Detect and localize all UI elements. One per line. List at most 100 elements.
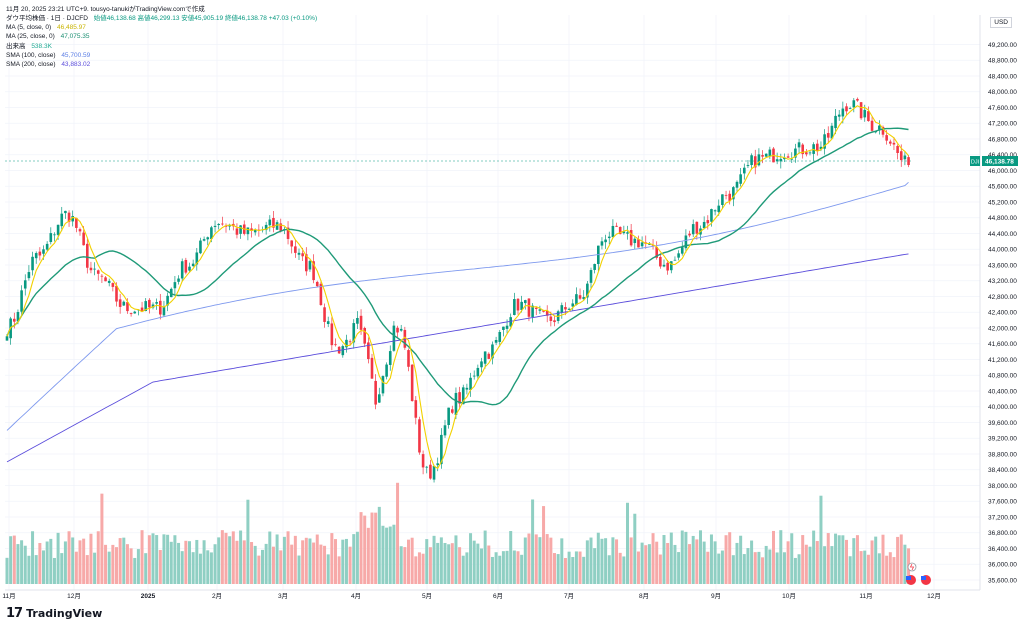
price-tick-label: 41,600.00 xyxy=(988,341,1017,348)
volume-bar xyxy=(615,539,619,584)
candle-body xyxy=(414,400,418,418)
legend-ma5-row[interactable]: MA (5, close, 0) 46,485.97 xyxy=(6,23,317,32)
candle-body xyxy=(89,267,93,271)
candle-body xyxy=(823,134,826,149)
volume-bar xyxy=(436,542,440,584)
volume-bar xyxy=(129,548,133,584)
candle-body xyxy=(129,313,133,315)
candle-body xyxy=(235,228,239,235)
candle-body xyxy=(476,367,480,377)
candle-body xyxy=(615,225,618,227)
volume-bar xyxy=(315,534,319,584)
volume-bar xyxy=(173,535,177,584)
volume-bar xyxy=(93,552,97,584)
volume-bar xyxy=(845,539,848,584)
candle-body xyxy=(626,232,629,234)
price-tick-label: 42,800.00 xyxy=(988,294,1017,301)
event-markers[interactable] xyxy=(906,562,931,585)
legend-symbol[interactable]: ダウ平均株価 · 1日 · DJCFD xyxy=(6,15,88,22)
legend-sma200-row[interactable]: SMA (200, close) 43,883.02 xyxy=(6,60,317,69)
candle-body xyxy=(600,241,604,246)
legend-volume-label: 出来高 xyxy=(6,42,26,50)
candle-body xyxy=(96,270,100,274)
currency-button[interactable]: USD xyxy=(990,17,1012,28)
volume-bar xyxy=(786,541,790,584)
candle-body xyxy=(104,277,107,282)
candle-body xyxy=(502,326,505,330)
candle-body xyxy=(100,275,104,277)
price-tick-label: 44,400.00 xyxy=(988,231,1017,238)
price-chart[interactable]: 49,200.00 48,800.00 48,400.00 48,000.00 47,6… xyxy=(0,0,1024,602)
price-tick-label: 44,800.00 xyxy=(988,215,1017,222)
volume-bar xyxy=(301,540,305,584)
candle-body xyxy=(870,120,874,131)
price-tick-label: 47,600.00 xyxy=(988,105,1017,112)
candle-body xyxy=(246,227,250,235)
candle-body xyxy=(308,261,312,270)
candle-body xyxy=(483,351,487,364)
volume-bar xyxy=(662,535,666,584)
volume-bar xyxy=(647,544,651,584)
volume-bar xyxy=(220,530,224,584)
volume-bar xyxy=(498,555,502,584)
candle-body xyxy=(892,142,896,145)
candle-body xyxy=(721,194,724,205)
candle-body xyxy=(505,325,509,329)
candle-body xyxy=(461,387,465,405)
volume-bar xyxy=(731,555,735,584)
volume-bar xyxy=(684,531,688,584)
volume-bar xyxy=(695,539,699,584)
volume-bar xyxy=(399,546,403,584)
candle-body xyxy=(487,353,491,359)
legend-volume-value: 538.3K xyxy=(31,42,52,50)
candle-body xyxy=(279,223,283,231)
volume-bar xyxy=(542,506,546,584)
volume-bar xyxy=(553,553,556,584)
footer xyxy=(0,602,1024,631)
candle-body xyxy=(436,463,439,466)
volume-bar xyxy=(644,545,648,584)
candle-body xyxy=(454,392,458,416)
volume-bar xyxy=(750,540,754,584)
volume-bar xyxy=(812,530,816,584)
volume-bar xyxy=(341,539,345,584)
candle-body xyxy=(856,98,859,101)
candle-body xyxy=(498,331,502,342)
price-tick-label: 45,200.00 xyxy=(988,199,1017,206)
legend-volume-row[interactable]: 出来高 538.3K xyxy=(6,42,317,51)
legend-ma25-row[interactable]: MA (25, close, 0) 47,075.35 xyxy=(6,32,317,41)
volume-bar xyxy=(702,541,706,584)
volume-bar xyxy=(326,554,330,584)
volume-bar xyxy=(180,551,184,584)
volume-bar xyxy=(892,557,896,584)
volume-bar xyxy=(330,533,334,584)
candle-body xyxy=(111,283,115,287)
tradingview-logo[interactable]: 17 TradingView xyxy=(6,606,102,621)
horizontal-gridlines xyxy=(5,44,980,581)
volume-bar xyxy=(655,541,659,584)
candle-body xyxy=(323,307,326,322)
legend-sma100-row[interactable]: SMA (100, close) 45,700.59 xyxy=(6,51,317,60)
candle-body xyxy=(702,221,706,229)
volume-bar xyxy=(899,534,903,584)
candle-body xyxy=(531,305,534,317)
volume-bar xyxy=(903,544,907,584)
volume-bar xyxy=(724,535,728,584)
candle-body xyxy=(151,304,155,308)
candle-body xyxy=(826,133,830,138)
candle-body xyxy=(38,251,42,256)
volume-bar xyxy=(611,537,615,584)
candle-body xyxy=(16,311,20,322)
volume-bar xyxy=(264,543,268,584)
price-tick-label: 45,600.00 xyxy=(988,184,1017,191)
candle-body xyxy=(356,317,359,324)
volume-bar xyxy=(589,537,593,584)
candle-body xyxy=(78,229,82,232)
price-tick-label: 39,600.00 xyxy=(988,420,1017,427)
candle-body xyxy=(878,125,881,130)
candle-body xyxy=(593,263,596,270)
volume-bar xyxy=(425,539,429,584)
volume-bar xyxy=(888,552,892,584)
candle-body xyxy=(801,144,804,155)
candle-body xyxy=(480,361,483,368)
